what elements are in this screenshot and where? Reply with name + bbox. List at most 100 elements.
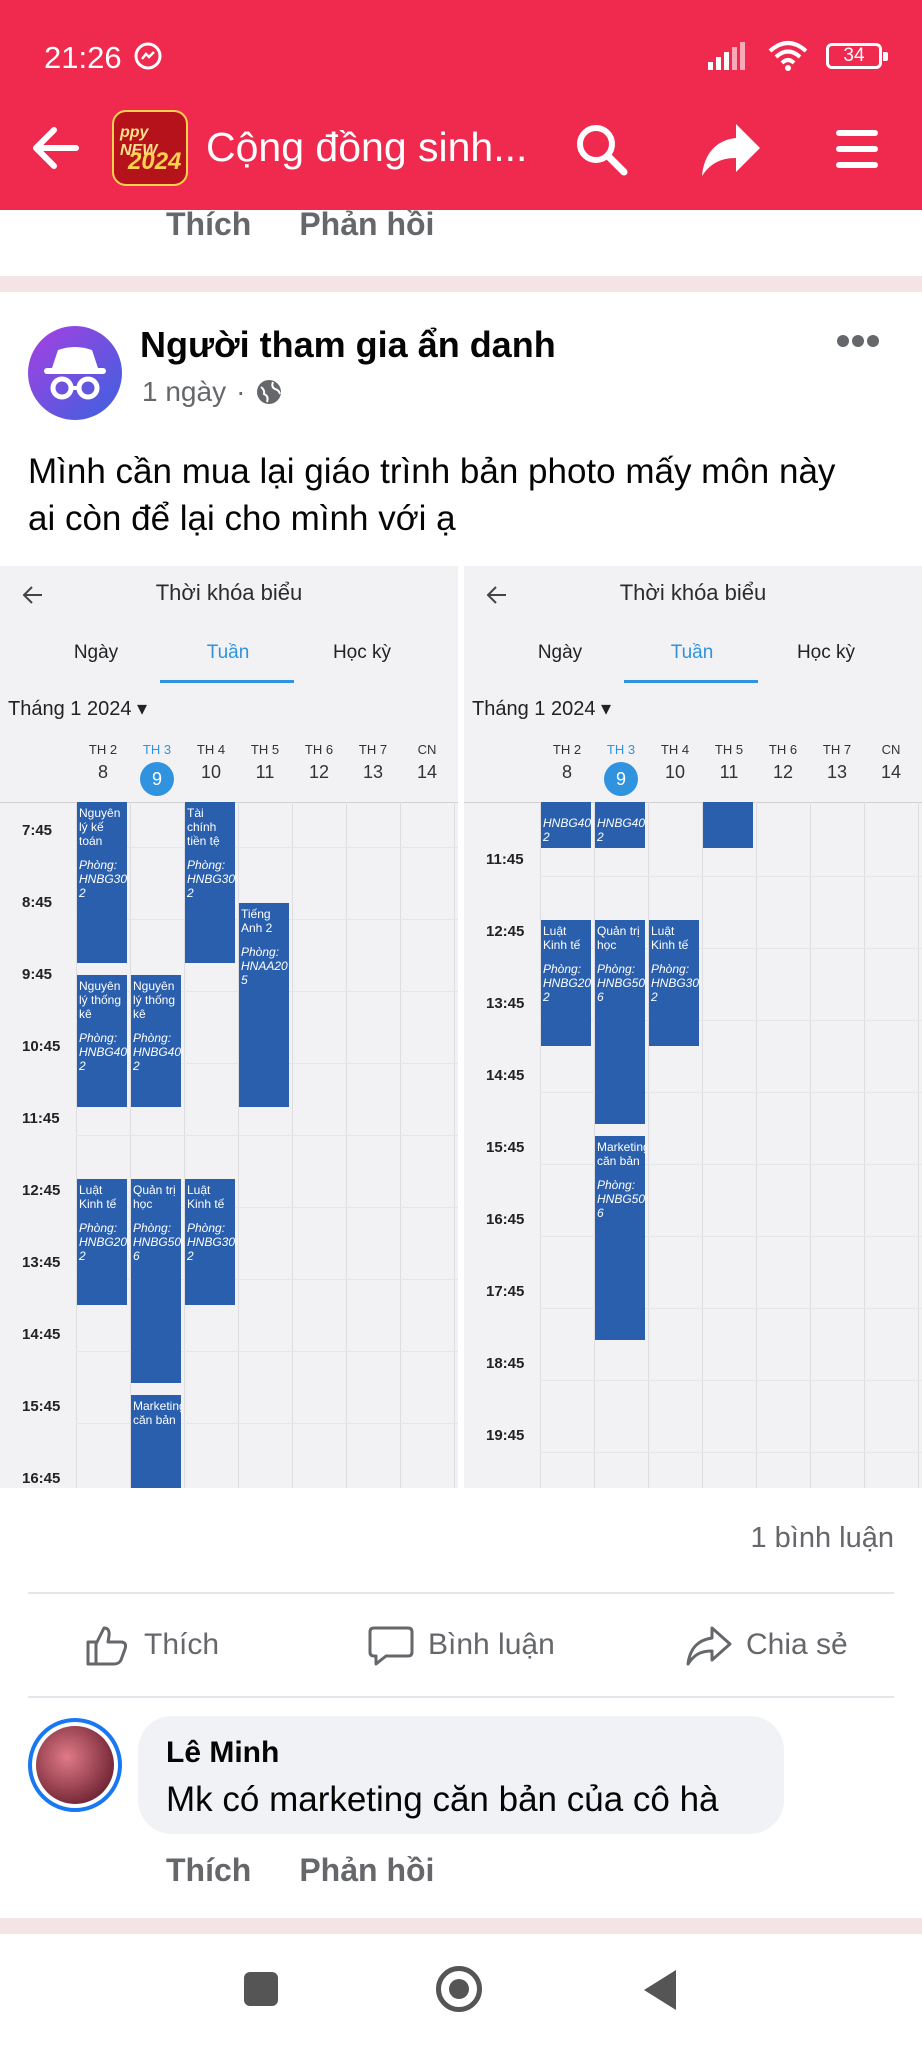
avatar-text: ppy NEW (120, 124, 158, 159)
comment-text: Mk có marketing căn bản của cô hà (166, 1780, 719, 1819)
day-name: CN (417, 742, 437, 757)
comment-count[interactable]: 1 bình luận (750, 1522, 894, 1554)
comment-reply-link[interactable]: Phản hồi (299, 1852, 435, 1888)
share-icon (686, 1626, 732, 1666)
grid-column-line (810, 802, 811, 1488)
class-event[interactable]: Nguyên lý thống kê Phòng: HNBG40 2 (77, 975, 127, 1107)
class-room: Phòng: HNAA20 5 (241, 945, 288, 987)
class-name: Nguyên lý kế toán (79, 806, 121, 848)
class-name: Luật Kinh tế (651, 924, 689, 952)
day-name: TH 5 (250, 742, 280, 757)
grid-hour-line (76, 847, 458, 848)
time-label: 10:45 (22, 1038, 61, 1055)
day-number: 12 (772, 762, 794, 782)
comment-bubble-icon (368, 1626, 414, 1666)
post-meta: 1 ngày · (142, 376, 283, 408)
share-arrow-icon[interactable] (700, 118, 762, 180)
commenter-name[interactable]: Lê Minh (166, 1736, 280, 1769)
class-event[interactable]: Marketing căn bản (131, 1395, 181, 1488)
schedule-tab: Tuần (206, 642, 250, 663)
post-text-line2: ai còn để lại cho mình với ạ (28, 499, 456, 538)
schedule-tab: Ngày (73, 642, 119, 663)
comment-bubble (138, 1716, 784, 1834)
schedule-grid (464, 734, 922, 1488)
class-event[interactable]: Tài chính tiền tệ Phòng: HNBG30 2 (185, 802, 235, 963)
group-avatar[interactable]: ppy NEW 2024 (112, 110, 188, 186)
class-event[interactable]: HNBG40 2 (541, 802, 591, 848)
grid-hour-line (540, 1380, 922, 1381)
comment-button[interactable]: Bình luận (368, 1622, 555, 1668)
recent-apps-button[interactable] (244, 1972, 278, 2006)
day-number: 10 (200, 762, 222, 782)
class-room: Phòng: HNBG50 6 (597, 1178, 645, 1220)
home-button[interactable] (436, 1966, 482, 2012)
class-event[interactable]: Luật Kinh tế Phòng: HNBG30 2 (649, 920, 699, 1046)
time-label: 16:45 (486, 1211, 525, 1228)
class-event[interactable]: Quản trị học Phòng: HNBG50 6 (595, 920, 645, 1124)
class-event[interactable]: Luật Kinh tế Phòng: HNBG30 2 (185, 1179, 235, 1305)
grid-hour-line (76, 1207, 458, 1208)
class-event[interactable]: HNBG40 2 (595, 802, 645, 848)
prev-comment-actions: Thích Phản hồi (166, 206, 434, 243)
group-title[interactable]: Cộng đồng sinh... (206, 124, 528, 170)
class-name: Marketing căn bản (133, 1399, 181, 1427)
day-name: TH 4 (196, 742, 226, 757)
grid-column-line (918, 802, 919, 1488)
class-event[interactable]: Luật Kinh tế Phòng: HNBG20 2 (77, 1179, 127, 1305)
post-author[interactable]: Người tham gia ẩn danh (140, 324, 556, 365)
post-time[interactable]: 1 ngày (142, 376, 227, 407)
more-options-icon[interactable] (836, 334, 880, 348)
schedule-tab-indicator (160, 680, 294, 683)
schedule-back-icon (22, 584, 44, 606)
avatar-year: 2024 (128, 148, 182, 175)
class-event[interactable]: Tiếng Anh 2 Phòng: HNAA20 5 (239, 903, 289, 1107)
grid-hour-line (540, 1452, 922, 1453)
anonymous-avatar[interactable] (28, 326, 122, 420)
class-name: Nguyên lý thống kê (79, 979, 122, 1021)
class-event[interactable]: Marketing căn bản Phòng: HNBG50 6 (595, 1136, 645, 1340)
time-label: 12:45 (486, 923, 525, 940)
class-event[interactable]: Nguyên lý thống kê Phòng: HNBG40 2 (131, 975, 181, 1107)
day-name: TH 5 (714, 742, 744, 757)
class-event[interactable] (703, 802, 753, 848)
like-label: Thích (144, 1628, 220, 1661)
class-room: Phòng: HNBG40 2 (79, 1031, 127, 1073)
day-name: CN (881, 742, 901, 757)
day-name: TH 3 (606, 742, 636, 757)
day-name: TH 2 (552, 742, 582, 757)
reply-link[interactable]: Phản hồi (299, 206, 435, 242)
schedule-tabs: Ngày Tuần Học kỳ (0, 642, 458, 682)
grid-hour-line (540, 876, 922, 877)
back-arrow-icon[interactable] (28, 120, 84, 176)
schedule-tab: Học kỳ (332, 642, 392, 663)
divider (28, 1592, 894, 1594)
time-label: 9:45 (22, 966, 53, 983)
grid-hour-line (540, 1164, 922, 1165)
grid-column-line (454, 802, 455, 1488)
commenter-avatar[interactable] (28, 1718, 122, 1812)
schedule-month: Tháng 1 2024 ▾ (8, 698, 148, 720)
like-link[interactable]: Thích (166, 206, 252, 242)
time-label: 18:45 (486, 1355, 525, 1372)
search-icon[interactable] (572, 120, 630, 178)
share-label: Chia sẻ (746, 1628, 848, 1661)
menu-icon[interactable] (832, 124, 882, 174)
grid-column-line (238, 802, 239, 1488)
class-room: HNBG40 2 (597, 816, 645, 844)
grid-column-line (702, 802, 703, 1488)
day-number: 13 (362, 762, 384, 782)
schedule-tabs: Ngày Tuần Học kỳ (464, 642, 922, 682)
class-event[interactable]: Luật Kinh tế Phòng: HNBG20 2 (541, 920, 591, 1046)
grid-hour-line (540, 1092, 922, 1093)
schedule-screenshot-image[interactable]: Thời khóa biểu Ngày Tuần Học kỳ Tháng 1 2024… (0, 566, 922, 1488)
comment-like-link[interactable]: Thích (166, 1852, 252, 1888)
class-event[interactable]: Nguyên lý kế toán Phòng: HNBG30 2 (77, 802, 127, 963)
schedule-tab: Học kỳ (796, 642, 856, 663)
nav-back-button[interactable] (644, 1970, 676, 2010)
post-separator (0, 276, 922, 292)
time-label: 11:45 (486, 851, 524, 868)
class-event[interactable]: Quản trị học Phòng: HNBG50 6 (131, 1179, 181, 1383)
like-button[interactable]: Thích (84, 1622, 219, 1668)
class-name: Marketing căn bản (597, 1140, 645, 1168)
share-button[interactable]: Chia sẻ (686, 1622, 848, 1668)
